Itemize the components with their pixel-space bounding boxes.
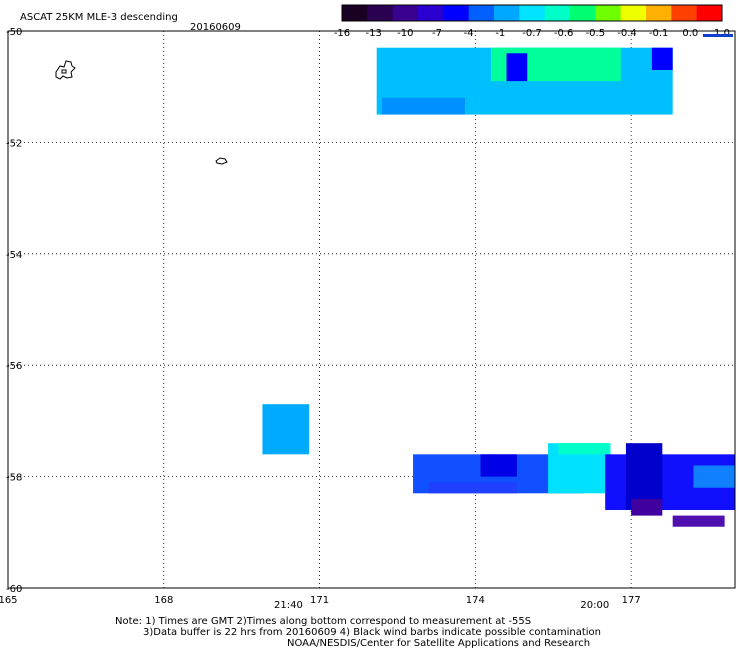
colorbar-segment	[570, 5, 596, 21]
x-tick-label: 168	[154, 595, 173, 606]
time-labels: 21:40 20:00	[274, 600, 609, 611]
colorbar-segment	[671, 5, 698, 21]
colorbar-label: -13	[365, 28, 381, 39]
footer-note-3: NOAA/NESDIS/Center for Satellite Applica…	[287, 638, 591, 649]
y-axis: -50 -52 -54 -56 -58 -60	[6, 27, 22, 595]
y-tick-label: -54	[6, 250, 22, 261]
wind-swath-cell	[381, 97, 465, 115]
colorbar-segment	[418, 5, 444, 21]
y-tick-label: -56	[6, 361, 22, 372]
y-tick-label: -60	[6, 584, 22, 595]
colorbar	[341, 4, 723, 22]
plot-frame	[7, 30, 736, 589]
y-tick-label: -50	[6, 27, 22, 38]
time-label: 21:40	[274, 600, 303, 611]
island-outline-2	[215, 157, 228, 165]
y-tick-label: -52	[6, 138, 22, 149]
colorbar-segment	[519, 5, 546, 21]
colorbar-label: -0.5	[586, 28, 606, 39]
colorbar-label: -16	[334, 28, 350, 39]
colorbar-label: -0.7	[522, 28, 542, 39]
colorbar-label: -4	[464, 28, 474, 39]
colorbar-label: -7	[432, 28, 442, 39]
colorbar-segment	[620, 5, 647, 21]
colorbar-marker	[703, 34, 733, 37]
wind-swath-cell	[506, 53, 528, 82]
x-tick-label: 177	[622, 595, 641, 606]
time-label: 20:00	[580, 600, 609, 611]
colorbar-segment	[468, 5, 495, 21]
colorbar-border	[341, 4, 723, 22]
plot-title: ASCAT 25KM MLE-3 descending	[20, 12, 178, 23]
colorbar-label: 0.0	[682, 28, 698, 39]
wind-swath-cell	[428, 482, 517, 494]
x-tick-label: 174	[466, 595, 485, 606]
wind-swath-cell	[480, 454, 517, 477]
colorbar-segment	[392, 5, 419, 21]
colorbar-label: -0.1	[649, 28, 669, 39]
wind-swath-cell	[651, 47, 673, 70]
footer-note-1: Note: 1) Times are GMT 2)Times along bot…	[115, 616, 532, 627]
wind-swath-cell	[631, 498, 663, 516]
colorbar-segment	[494, 5, 520, 21]
plot-date: 20160609	[190, 22, 241, 33]
x-tick-label: 171	[310, 595, 329, 606]
colorbar-segment	[544, 5, 571, 21]
wind-swath-cell	[262, 404, 310, 455]
x-tick-label: 165	[0, 595, 18, 606]
wind-swath-cell	[693, 465, 735, 488]
colorbar-label: -0.6	[554, 28, 574, 39]
colorbar-segment	[646, 5, 672, 21]
colorbar-segment	[595, 5, 622, 21]
colorbar-segment	[342, 5, 368, 21]
colorbar-label: 1.0	[714, 28, 730, 39]
x-axis: 165 168 171 174 177	[0, 595, 641, 606]
island-outline-1	[55, 60, 76, 80]
wind-swaths	[262, 47, 735, 527]
colorbar-segment	[367, 5, 394, 21]
colorbar-segment	[443, 5, 470, 21]
footer-note-2: 3)Data buffer is 22 hrs from 20160609 4)…	[143, 627, 601, 638]
wind-swath-cell	[672, 515, 725, 527]
colorbar-segment	[696, 5, 723, 21]
colorbar-label: -0.4	[617, 28, 637, 39]
y-tick-label: -58	[6, 473, 22, 484]
colorbar-label: -1	[495, 28, 505, 39]
colorbar-labels: -16 -13 -10 -7 -4 -1 -0.7 -0.6 -0.5 -0.4 -0.1 0.0 1.…	[334, 28, 730, 39]
island-outlines	[55, 60, 228, 165]
wind-swath-cell	[558, 443, 611, 455]
colorbar-label: -10	[397, 28, 413, 39]
